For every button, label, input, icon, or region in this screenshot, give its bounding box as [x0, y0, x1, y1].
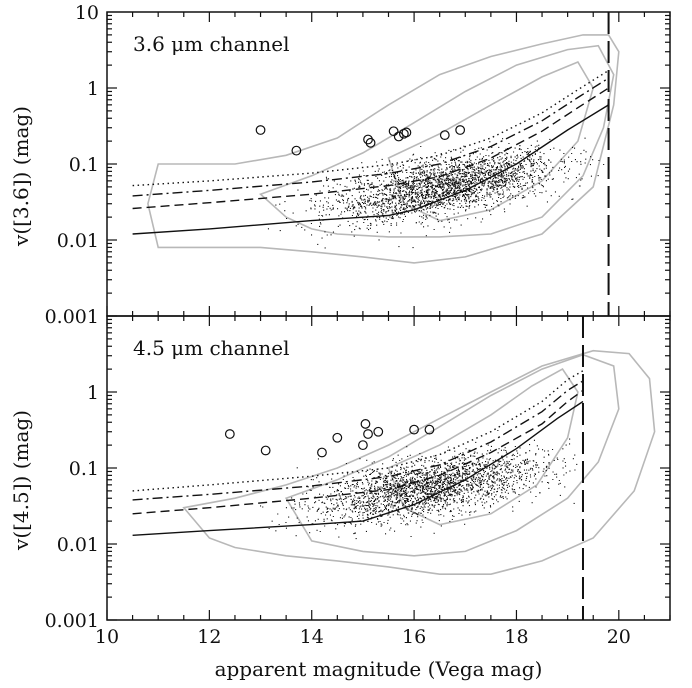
variable-star-marker: [363, 429, 373, 439]
density-contour: [258, 44, 615, 238]
panel-3.6um: 0.001 0.01 0.1 1 10 3.6 μm channel v([3.6]) …: [9, 2, 671, 328]
noise-curves-3.6um: [132, 69, 609, 235]
variable-star-marker: [401, 127, 412, 138]
plot-frame-4.5um: [106, 315, 671, 621]
panel-title-3.6um: 3.6 μm channel: [133, 32, 289, 56]
variable-star-marker: [291, 145, 302, 156]
density-contour: [387, 368, 579, 526]
variable-star-marker: [455, 125, 466, 135]
x-tick-label: 20: [607, 626, 631, 648]
variable-star-marker: [424, 424, 435, 435]
y-tick-label: 10: [75, 2, 99, 24]
photometric-scatter-3.6um: [267, 137, 605, 249]
density-contour: [147, 34, 620, 264]
variable-star-marker: [260, 445, 271, 456]
noise-curves-4.5um: [132, 370, 584, 536]
x-tick-label: 18: [504, 626, 528, 648]
noise-curve-dotted: [132, 370, 584, 492]
x-tick-label: 14: [300, 626, 324, 648]
variable-stars-3.6um: [255, 125, 466, 156]
noise-curve-dashdot: [132, 380, 584, 501]
noise-curve-solid: [132, 400, 584, 536]
y-tick-label: 0.01: [57, 534, 99, 556]
y-axis-label-3.6um: v([3.6]) (mag): [9, 106, 33, 247]
photometric-scatter-4.5um: [260, 429, 584, 540]
y-tick-label: 0.1: [69, 154, 99, 176]
density-contour: [182, 349, 656, 575]
variable-star-marker: [365, 137, 376, 148]
y-tick-label: 1: [87, 78, 99, 100]
contours-3.6um: [147, 34, 620, 264]
variable-star-marker: [393, 131, 404, 142]
x-tick-label: 12: [197, 626, 221, 648]
y-tick-label: 0.001: [45, 610, 99, 632]
panel-title-4.5um: 4.5 μm channel: [133, 336, 289, 360]
variable-star-marker: [332, 432, 343, 443]
y-tick-label: 1: [87, 382, 99, 404]
panel-4.5um: 0.001 0.01 0.1 1 10 12 14 16 18 20 4.5 μm channel…: [9, 315, 671, 648]
y-tick-label: 0.001: [45, 306, 99, 328]
variable-star-marker: [409, 424, 419, 435]
variable-star-marker: [317, 447, 327, 458]
axis-ticks-3.6um: 0.001 0.01 0.1 1 10: [45, 2, 671, 328]
variable-star-marker: [360, 419, 371, 429]
density-contour: [387, 60, 595, 222]
x-axis-label: apparent magnitude (Vega mag): [215, 657, 543, 681]
noise-curve-solid: [132, 104, 609, 235]
variable-star-marker: [439, 130, 450, 141]
y-tick-label: 0.1: [69, 458, 99, 480]
variable-star-marker: [373, 426, 384, 437]
noise-curve-dashdot: [132, 77, 609, 197]
noise-curve-dashed: [132, 389, 584, 515]
variable-star-marker: [255, 125, 266, 135]
contours-4.5um: [182, 349, 656, 575]
noise-curve-dotted: [132, 69, 609, 187]
variable-star-marker: [358, 440, 368, 451]
density-contour: [284, 353, 620, 557]
variable-star-marker: [388, 126, 399, 137]
scatter-points: [267, 137, 605, 249]
x-tick-label: 16: [402, 626, 426, 648]
variable-star-marker: [363, 134, 373, 145]
y-tick-label: 0.01: [57, 230, 99, 252]
variable-stars-4.5um: [224, 419, 435, 458]
x-tick-label: 10: [95, 626, 119, 648]
y-axis-label-4.5um: v([4.5]) (mag): [9, 410, 33, 551]
variable-star-marker: [224, 429, 235, 439]
noise-curve-dashed: [132, 87, 609, 210]
scatter-points: [260, 429, 584, 540]
